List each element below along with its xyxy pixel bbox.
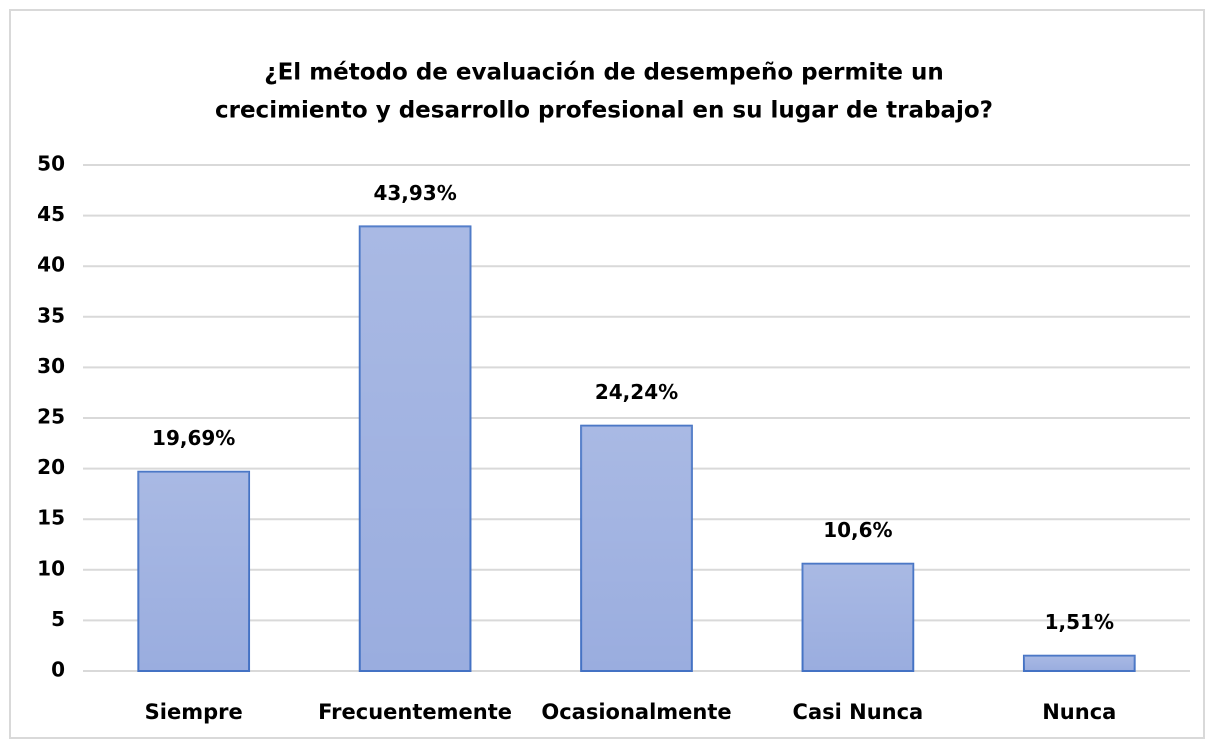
bar-shade — [138, 471, 250, 671]
bar-shade — [1023, 655, 1135, 671]
y-tick-label: 40 — [37, 253, 65, 277]
x-tick-label: Casi Nunca — [793, 700, 924, 724]
x-tick-label: Ocasionalmente — [541, 700, 731, 724]
bar-shade — [581, 425, 692, 671]
chart-title: crecimiento y desarrollo profesional en … — [215, 98, 993, 124]
y-tick-label: 0 — [51, 658, 65, 682]
x-tick-label: Siempre — [145, 700, 243, 724]
x-tick-label: Frecuentemente — [318, 700, 512, 724]
y-tick-label: 45 — [37, 202, 65, 226]
y-tick-label: 20 — [37, 455, 65, 479]
value-label: 1,51% — [1045, 610, 1114, 634]
value-label: 19,69% — [152, 426, 235, 450]
chart-title: ¿El método de evaluación de desempeño pe… — [264, 60, 943, 86]
value-label: 43,93% — [373, 181, 456, 205]
value-label: 24,24% — [595, 380, 678, 404]
y-tick-label: 15 — [37, 506, 65, 530]
y-tick-label: 25 — [37, 405, 65, 429]
value-label: 10,6% — [823, 518, 892, 542]
y-tick-label: 10 — [37, 556, 65, 580]
y-tick-label: 35 — [37, 303, 65, 327]
x-tick-label: Nunca — [1042, 700, 1116, 724]
bar-shade — [359, 226, 471, 671]
y-tick-label: 50 — [37, 152, 65, 176]
y-tick-label: 30 — [37, 354, 65, 378]
bar-shade — [802, 563, 914, 671]
y-tick-label: 5 — [51, 607, 65, 631]
